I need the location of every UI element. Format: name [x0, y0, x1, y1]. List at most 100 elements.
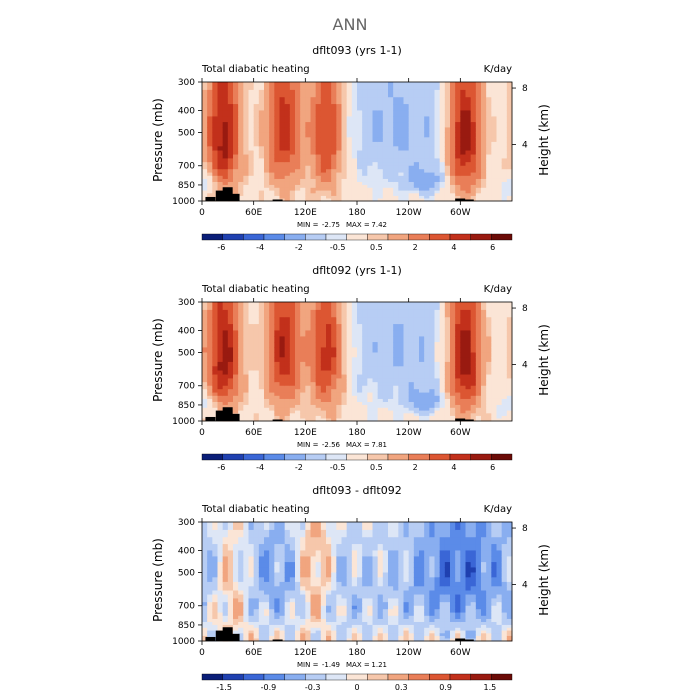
- heat-cell: [202, 612, 208, 617]
- heat-cell: [506, 110, 513, 117]
- heat-cell: [465, 615, 472, 620]
- heat-cell: [496, 89, 503, 98]
- heat-cell: [403, 638, 410, 642]
- heat-cell: [491, 172, 497, 177]
- heat-cell: [362, 586, 368, 592]
- heat-cell: [295, 594, 301, 599]
- heat-cell: [238, 598, 244, 603]
- heat-cell: [434, 529, 441, 538]
- heat-cell: [207, 158, 213, 163]
- heat-cell: [424, 141, 430, 147]
- heat-cell: [439, 158, 446, 163]
- heat-cell: [429, 537, 435, 545]
- heat-cell: [243, 336, 249, 343]
- heat-cell: [455, 154, 461, 159]
- heat-cell: [408, 385, 415, 390]
- heat-cell: [310, 187, 317, 192]
- heat-cell: [295, 181, 301, 186]
- heat-cell: [289, 398, 296, 403]
- heat-cell: [315, 127, 322, 133]
- heat-cell: [295, 154, 301, 159]
- heat-cell: [284, 190, 291, 194]
- heat-cell: [496, 404, 503, 409]
- heat-cell: [310, 537, 317, 545]
- heat-cell: [346, 621, 353, 626]
- heat-cell: [362, 556, 368, 563]
- heat-cell: [419, 357, 425, 363]
- heat-cell: [424, 378, 430, 383]
- heat-cell: [336, 627, 342, 632]
- heat-cell: [372, 586, 379, 592]
- heat-cell: [388, 621, 394, 626]
- heat-cell: [315, 352, 322, 358]
- heat-cell: [346, 178, 353, 183]
- heat-cell: [429, 624, 435, 629]
- heat-cell: [357, 302, 363, 311]
- heat-cell: [341, 178, 348, 183]
- heat-cell: [413, 169, 420, 174]
- heat-cell: [413, 630, 420, 634]
- heat-cell: [398, 122, 404, 128]
- heat-cell: [331, 178, 337, 183]
- colorbar-label: 6: [490, 243, 495, 252]
- heat-cell: [341, 181, 348, 186]
- heat-cell: [372, 317, 379, 325]
- heat-cell: [233, 317, 239, 325]
- heat-cell: [362, 572, 368, 578]
- heat-cell: [465, 401, 472, 406]
- heat-cell: [295, 415, 301, 419]
- heat-cell: [222, 309, 229, 318]
- heat-cell: [238, 630, 244, 634]
- heat-cell: [284, 529, 291, 538]
- heat-cell: [274, 97, 280, 105]
- heat-cell: [243, 529, 249, 538]
- heat-cell: [264, 172, 270, 177]
- heat-cell: [377, 172, 384, 177]
- heat-cell: [465, 317, 472, 325]
- heat-cell: [501, 122, 508, 128]
- heat-cell: [419, 413, 425, 417]
- heat-cell: [310, 132, 317, 138]
- heat-cell: [346, 158, 353, 163]
- heat-cell: [388, 627, 394, 632]
- heat-cell: [439, 181, 446, 186]
- heat-cell: [429, 195, 435, 199]
- heat-cell: [382, 169, 389, 174]
- heat-cell: [439, 618, 446, 623]
- heat-cell: [233, 598, 239, 603]
- terrain: [229, 413, 240, 421]
- heat-cell: [217, 366, 224, 372]
- heat-cell: [279, 389, 286, 394]
- heat-cell: [305, 132, 311, 138]
- heat-cell: [496, 357, 503, 363]
- heat-cell: [295, 141, 301, 147]
- heat-cell: [501, 352, 508, 358]
- heat-cell: [300, 97, 306, 105]
- heat-cell: [413, 336, 420, 343]
- heat-cell: [429, 141, 435, 147]
- heat-cell: [357, 550, 363, 557]
- heat-cell: [227, 150, 234, 156]
- heat-cell: [320, 602, 327, 607]
- heat-cell: [388, 615, 394, 620]
- heat-cell: [393, 522, 399, 531]
- heat-cell: [289, 342, 296, 348]
- heat-cell: [217, 567, 224, 573]
- heat-cell: [346, 605, 353, 610]
- heat-cell: [419, 175, 425, 180]
- heat-cell: [300, 132, 306, 138]
- ytick-label: 1000: [172, 417, 195, 427]
- heat-cell: [460, 389, 466, 394]
- heat-cell: [269, 127, 275, 133]
- heat-cell: [305, 638, 311, 642]
- heat-cell: [444, 522, 451, 531]
- heat-cell: [289, 415, 296, 419]
- heat-cell: [434, 598, 441, 603]
- heat-cell: [248, 378, 255, 383]
- heat-cell: [398, 342, 404, 348]
- heat-cell: [506, 401, 513, 406]
- heat-cell: [300, 630, 306, 634]
- heat-cell: [367, 193, 373, 197]
- heat-cell: [222, 162, 229, 167]
- heat-cell: [470, 357, 477, 363]
